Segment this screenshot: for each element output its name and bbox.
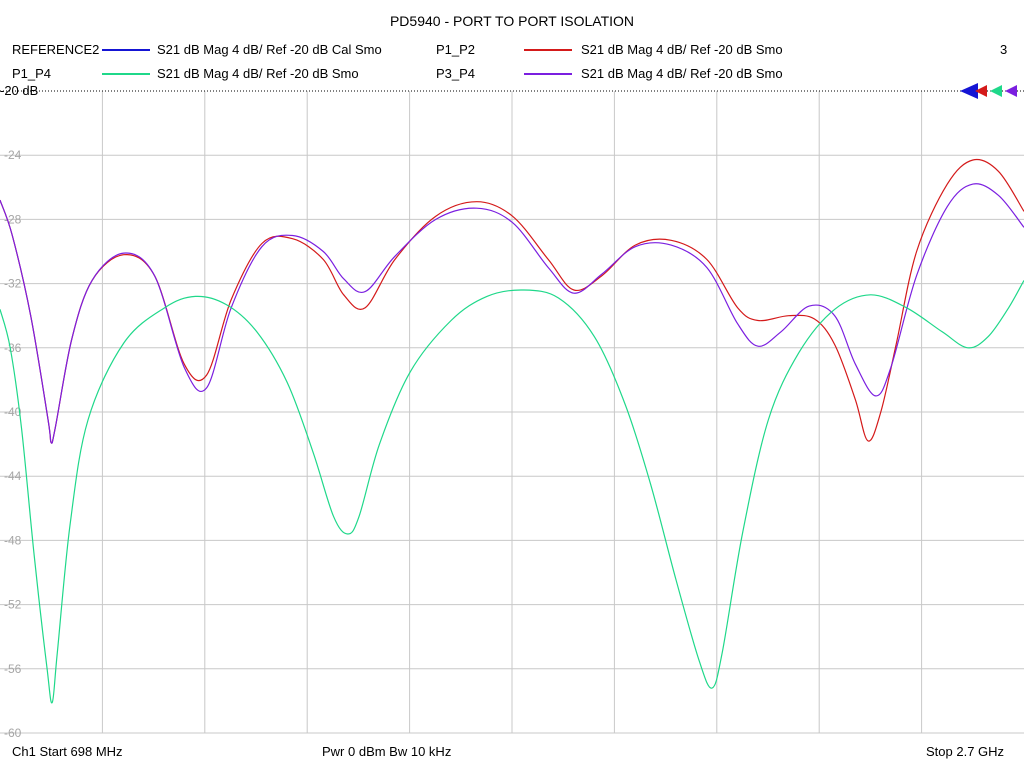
y-tick-label: -44 — [4, 469, 22, 483]
reference-marker — [960, 83, 978, 99]
y-tick-label: -52 — [4, 598, 22, 612]
trace-p1-p4 — [0, 280, 1024, 704]
sweep-number: 3 — [1000, 42, 1008, 57]
chart-title: PD5940 - PORT TO PORT ISOLATION — [389, 13, 635, 29]
legend-swatch-p1-p2 — [524, 49, 572, 51]
y-tick-label: -48 — [4, 533, 22, 547]
legend-trace-p1-p2: P1_P2 — [436, 42, 476, 57]
reference-marker — [1005, 85, 1017, 97]
footer-power-bandwidth: Pwr 0 dBm Bw 10 kHz — [322, 744, 452, 759]
legend-desc-p1-p4: S21 dB Mag 4 dB/ Ref -20 dB Smo — [157, 66, 359, 81]
legend-desc-reference2: S21 dB Mag 4 dB/ Ref -20 dB Cal Smo — [157, 42, 382, 57]
y-tick-label: -60 — [4, 726, 22, 740]
y-tick-label: -36 — [4, 341, 22, 355]
reference-marker — [990, 85, 1002, 97]
y-tick-label: -56 — [4, 662, 22, 676]
legend-trace-reference2: REFERENCE2 — [12, 42, 100, 57]
legend-desc-p3-p4: S21 dB Mag 4 dB/ Ref -20 dB Smo — [581, 66, 783, 81]
legend-swatch-p1-p4 — [102, 73, 150, 75]
reference-marker — [975, 85, 987, 97]
reference-level-label: -20 dB — [0, 83, 39, 98]
legend-swatch-reference2 — [102, 49, 150, 51]
reference-markers — [960, 83, 1017, 99]
trace-group — [0, 158, 1024, 704]
legend-trace-p3-p4: P3_P4 — [436, 66, 476, 81]
footer-stop-frequency: Stop 2.7 GHz — [926, 744, 1005, 759]
footer-start-frequency: Ch1 Start 698 MHz — [12, 744, 123, 759]
y-tick-label: -40 — [4, 405, 22, 419]
y-tick-label: -32 — [4, 277, 22, 291]
legend-trace-p1-p4: P1_P4 — [12, 66, 52, 81]
legend-swatch-p3-p4 — [524, 73, 572, 75]
trace-p3-p4 — [0, 183, 1024, 444]
chart-grid — [0, 91, 1024, 734]
legend-desc-p1-p2: S21 dB Mag 4 dB/ Ref -20 dB Smo — [581, 42, 783, 57]
y-tick-label: -24 — [4, 148, 22, 162]
y-tick-label: -28 — [4, 212, 22, 226]
